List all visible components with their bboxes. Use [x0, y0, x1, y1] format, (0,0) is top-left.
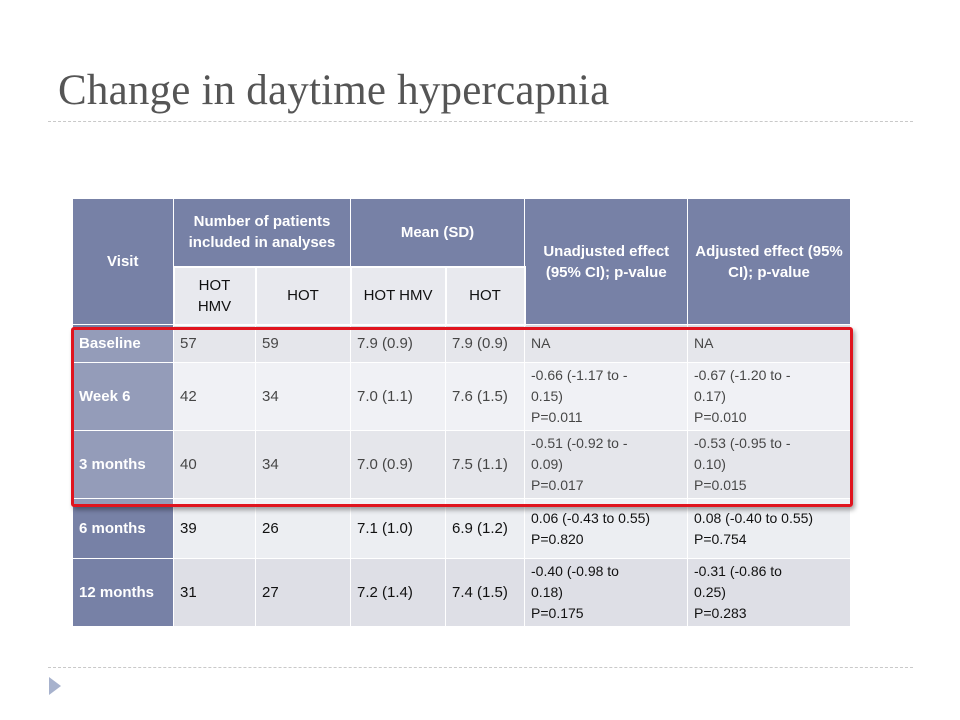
cell-unadjusted: -0.66 (-1.17 to - 0.15) P=0.011 [524, 362, 689, 431]
subheader-mean-hot: HOT [444, 265, 526, 326]
table-row: 6 months 39 26 7.1 (1.0) 6.9 (1.2) 0.06 … [72, 498, 852, 559]
triangle-right-icon [49, 677, 61, 695]
adjusted-line: P=0.754 [694, 530, 747, 547]
cell-adjusted: -0.31 (-0.86 to 0.25) P=0.283 [687, 558, 852, 627]
cell-n-hothmv: 31 [173, 558, 256, 627]
cell-adjusted: NA [687, 324, 852, 363]
adjusted-line: P=0.010 [694, 409, 747, 425]
cell-unadjusted: -0.40 (-0.98 to 0.18) P=0.175 [524, 558, 689, 627]
header-patients: Number of patients included in analyses [172, 198, 352, 267]
unadjusted-line: P=0.011 [531, 409, 583, 425]
slide-title: Change in daytime hypercapnia [58, 67, 610, 114]
cell-mean-hothmv: 7.9 (0.9) [350, 324, 447, 363]
adjusted-line: -0.67 (-1.20 to - [694, 367, 791, 383]
adjusted-line: -0.53 (-0.95 to - [694, 435, 791, 451]
unadjusted-line: P=0.017 [531, 477, 584, 493]
cell-unadjusted: 0.06 (-0.43 to 0.55) P=0.820 [524, 498, 689, 559]
adjusted-line: 0.08 (-0.40 to 0.55) [694, 509, 814, 526]
adjusted-line: P=0.283 [694, 605, 747, 621]
cell-mean-hothmv: 7.0 (0.9) [350, 430, 447, 499]
cell-mean-hot: 7.5 (1.1) [445, 430, 526, 499]
hypercapnia-table: Visit Number of patients included in ana… [72, 198, 852, 627]
cell-n-hothmv: 42 [173, 362, 256, 431]
row-label-6-months: 6 months [72, 498, 174, 559]
subheader-patients-hot: HOT [254, 265, 352, 326]
header-mean: Mean (SD) [350, 198, 526, 267]
unadjusted-line: 0.15) [531, 388, 563, 404]
cell-n-hot: 34 [254, 430, 352, 499]
cell-mean-hot: 7.9 (0.9) [445, 324, 526, 363]
cell-adjusted: -0.53 (-0.95 to - 0.10) P=0.015 [687, 430, 852, 499]
cell-n-hothmv: 40 [173, 430, 256, 499]
unadjusted-line: 0.06 (-0.43 to 0.55) [531, 509, 651, 526]
unadjusted-line: NA [531, 335, 551, 351]
adjusted-line: 0.10) [694, 456, 726, 472]
cell-n-hothmv: 39 [173, 498, 256, 559]
cell-n-hot: 34 [254, 362, 352, 431]
adjusted-line: 0.25) [694, 584, 726, 600]
adjusted-line: NA [694, 335, 714, 351]
header-adjusted: Adjusted effect (95% CI); p-value [687, 198, 852, 325]
unadjusted-line: -0.51 (-0.92 to - [531, 435, 628, 451]
cell-mean-hot: 7.4 (1.5) [445, 558, 526, 627]
footer-divider [48, 667, 913, 668]
cell-n-hot: 27 [254, 558, 352, 627]
subheader-patients-hothmv: HOT HMV [172, 265, 257, 326]
cell-adjusted: 0.08 (-0.40 to 0.55) P=0.754 [687, 498, 852, 559]
cell-mean-hothmv: 7.2 (1.4) [350, 558, 447, 627]
adjusted-line: P=0.015 [694, 477, 747, 493]
table-row: 12 months 31 27 7.2 (1.4) 7.4 (1.5) -0.4… [72, 558, 852, 627]
cell-unadjusted: -0.51 (-0.92 to - 0.09) P=0.017 [524, 430, 689, 499]
header-visit: Visit [72, 198, 174, 325]
unadjusted-line: 0.09) [531, 456, 563, 472]
cell-unadjusted: NA [524, 324, 689, 363]
unadjusted-line: P=0.820 [531, 530, 584, 547]
unadjusted-line: 0.18) [531, 584, 563, 600]
cell-mean-hot: 7.6 (1.5) [445, 362, 526, 431]
cell-n-hothmv: 57 [173, 324, 256, 363]
cell-mean-hothmv: 7.1 (1.0) [350, 498, 447, 559]
table-row: Week 6 42 34 7.0 (1.1) 7.6 (1.5) -0.66 (… [72, 362, 852, 431]
cell-mean-hothmv: 7.0 (1.1) [350, 362, 447, 431]
adjusted-line: -0.31 (-0.86 to [694, 563, 782, 579]
table-row: 3 months 40 34 7.0 (0.9) 7.5 (1.1) -0.51… [72, 430, 852, 499]
cell-mean-hot: 6.9 (1.2) [445, 498, 526, 559]
cell-n-hot: 26 [254, 498, 352, 559]
subheader-mean-hothmv: HOT HMV [349, 265, 447, 326]
unadjusted-line: -0.40 (-0.98 to [531, 563, 619, 579]
title-divider [48, 121, 913, 122]
row-label-12-months: 12 months [72, 558, 174, 627]
unadjusted-line: -0.66 (-1.17 to - [531, 367, 628, 383]
row-label-baseline: Baseline [72, 324, 174, 363]
unadjusted-line: P=0.175 [531, 605, 584, 621]
header-unadjusted: Unadjusted effect (95% CI); p-value [524, 198, 689, 325]
table-row: Baseline 57 59 7.9 (0.9) 7.9 (0.9) NA NA [72, 324, 852, 363]
cell-n-hot: 59 [254, 324, 352, 363]
adjusted-line: 0.17) [694, 388, 726, 404]
cell-adjusted: -0.67 (-1.20 to - 0.17) P=0.010 [687, 362, 852, 431]
row-label-3-months: 3 months [72, 430, 174, 499]
row-label-week-6: Week 6 [72, 362, 174, 431]
